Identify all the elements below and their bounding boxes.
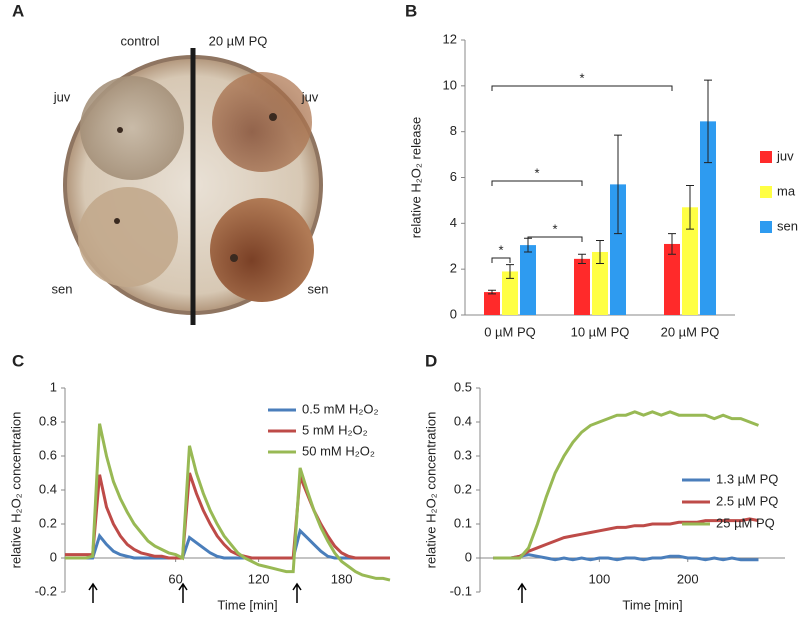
y-tick-label: 0.6	[39, 447, 57, 462]
line	[493, 517, 759, 560]
photo-label: juv	[301, 89, 319, 104]
legend-label: 2.5 µM PQ	[716, 493, 778, 508]
bar	[664, 243, 680, 315]
legend-label: sen	[777, 218, 798, 233]
legend-label: 25 µM PQ	[716, 515, 775, 530]
significance-bracket	[491, 85, 673, 91]
bar	[610, 184, 626, 315]
panel-label: C	[12, 351, 24, 370]
y-axis-label: relative H₂O₂ release	[408, 117, 423, 238]
y-tick-label: 8	[450, 123, 457, 138]
bar	[520, 245, 536, 315]
legend-label: 0.5 mM H₂O₂	[302, 401, 379, 416]
x-tick-label: 10 µM PQ	[571, 324, 630, 339]
bar	[700, 121, 716, 316]
photo-label: 20 µM PQ	[209, 33, 268, 48]
legend-label: 5 mM H₂O₂	[302, 422, 368, 437]
photo-label: juv	[53, 89, 71, 104]
y-tick-label: 0.8	[39, 413, 57, 428]
legend-label: 1.3 µM PQ	[716, 471, 778, 486]
x-tick-label: 120	[248, 571, 270, 586]
line	[493, 553, 759, 562]
y-tick-label: 0.3	[454, 447, 472, 462]
y-axis-label: relative H₂O₂ concentration	[8, 412, 23, 569]
x-tick-label: 20 µM PQ	[661, 324, 720, 339]
y-tick-label: 0.1	[454, 515, 472, 530]
legend-label: ma	[777, 183, 796, 198]
error-bar	[578, 253, 586, 264]
photo-label: control	[120, 33, 159, 48]
error-bar	[704, 79, 712, 164]
error-bar	[614, 134, 622, 235]
bar	[574, 258, 590, 315]
significance-label: *	[552, 221, 557, 236]
bar	[682, 207, 698, 315]
line	[493, 410, 760, 560]
y-tick-label: 0	[465, 549, 472, 564]
y-axis-label: relative H₂O₂ concentration	[423, 412, 438, 569]
legend-swatch	[760, 186, 772, 198]
y-tick-label: 0	[450, 306, 457, 321]
line	[65, 472, 390, 560]
x-tick-label: 0 µM PQ	[484, 324, 536, 339]
y-tick-label: -0.1	[450, 583, 472, 598]
y-tick-label: 0.4	[39, 481, 57, 496]
y-tick-label: 10	[443, 77, 457, 92]
error-bar	[596, 240, 604, 264]
y-tick-label: 6	[450, 169, 457, 184]
legend-label: juv	[776, 148, 794, 163]
error-bar	[686, 185, 694, 230]
y-tick-label: 1	[50, 379, 57, 394]
line	[65, 527, 390, 560]
line	[65, 423, 391, 582]
panel-label: D	[425, 351, 437, 370]
error-bar	[506, 264, 514, 279]
legend-swatch	[760, 221, 772, 233]
significance-label: *	[579, 70, 584, 85]
y-tick-label: 12	[443, 31, 457, 46]
bar	[502, 271, 518, 315]
significance-bracket	[527, 236, 583, 242]
panel-label: A	[12, 1, 24, 20]
x-axis-label: Time [min]	[217, 597, 277, 612]
bar	[592, 251, 608, 315]
significance-label: *	[498, 242, 503, 257]
x-tick-label: 60	[168, 571, 182, 586]
significance-bracket	[491, 257, 511, 263]
y-tick-label: 0.5	[454, 379, 472, 394]
y-tick-label: 0.2	[454, 481, 472, 496]
y-tick-label: 0	[50, 549, 57, 564]
y-tick-label: 4	[450, 215, 457, 230]
significance-label: *	[534, 165, 539, 180]
arrows	[88, 582, 527, 603]
y-tick-label: 2	[450, 261, 457, 276]
error-bar	[668, 233, 676, 255]
x-axis-label: Time [min]	[622, 597, 682, 612]
y-tick-label: 0.4	[454, 413, 472, 428]
error-bar	[488, 289, 496, 295]
significance-bracket	[491, 180, 583, 186]
bar	[484, 292, 500, 315]
y-tick-label: -0.2	[35, 583, 57, 598]
legend-label: 50 mM H₂O₂	[302, 443, 375, 458]
x-tick-label: 200	[677, 571, 699, 586]
photo-label: sen	[308, 281, 329, 296]
x-tick-label: 100	[588, 571, 610, 586]
x-tick-label: 180	[331, 571, 353, 586]
y-tick-label: 0.2	[39, 515, 57, 530]
legend-swatch	[760, 151, 772, 163]
panel-label: B	[405, 1, 417, 20]
photo-label: sen	[52, 281, 73, 296]
